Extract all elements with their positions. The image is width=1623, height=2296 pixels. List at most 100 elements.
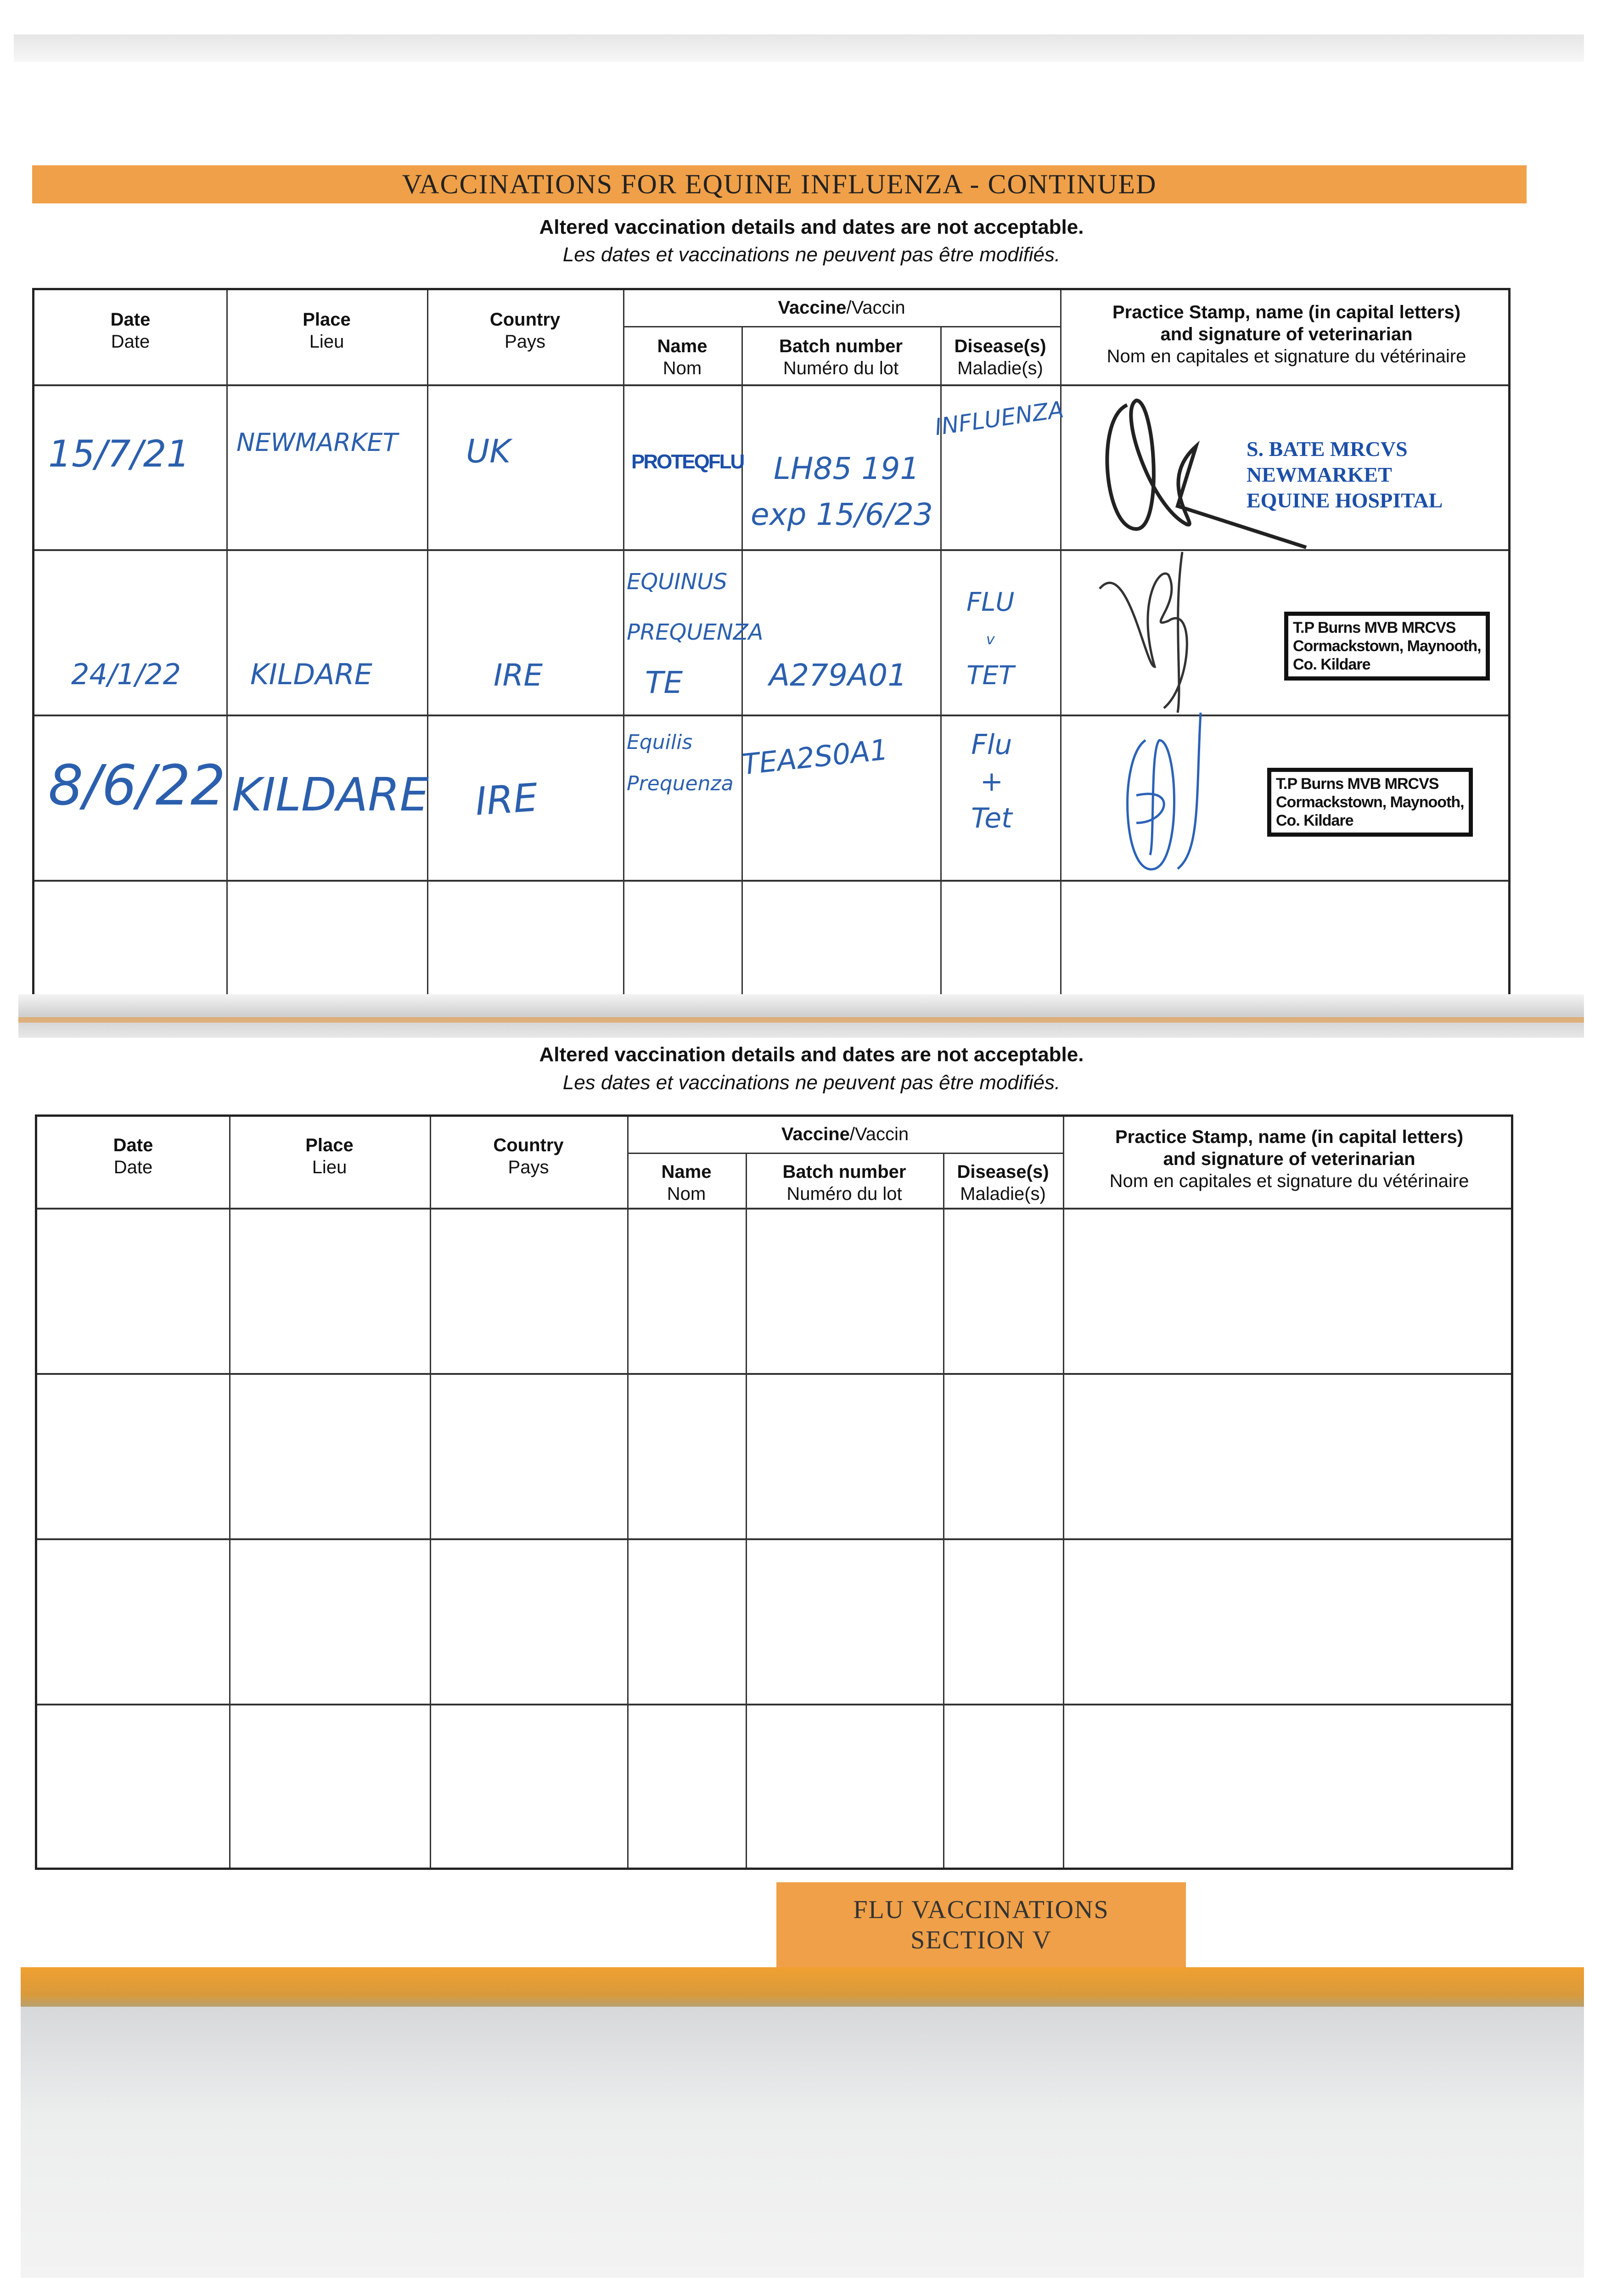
text-line: FLU xyxy=(966,587,1015,617)
text-line: Lieu xyxy=(309,332,344,352)
text-line: /Vaccin xyxy=(846,298,905,318)
entry-2-batch: A279A01 xyxy=(769,658,907,693)
text-line: Co. Kildare xyxy=(1276,812,1353,829)
header-disease: Disease(s) Maladie(s) xyxy=(943,1161,1063,1205)
entry-1-date: 15/7/21 xyxy=(48,433,190,475)
text-line: EQUINE HOSPITAL xyxy=(1247,489,1443,512)
vaccination-table-2: Date Date Place Lieu Country Pays Vaccine/V… xyxy=(35,1114,1513,1870)
header-name: Name Nom xyxy=(623,335,741,379)
header-stamp: Practice Stamp, name (in capital letters… xyxy=(1063,1126,1516,1192)
text-line: Date xyxy=(110,310,151,330)
header-batch: Batch number Numéro du lot xyxy=(741,335,940,379)
header-date: Date Date xyxy=(34,309,226,353)
text-line: /Vaccin xyxy=(849,1124,909,1144)
entry-2-disease: FLU v TET xyxy=(966,584,1014,694)
page-edge-orange xyxy=(21,1967,1584,2007)
text-line: Name xyxy=(657,336,708,356)
text-line: Country xyxy=(493,1135,564,1155)
section-banner: VACCINATIONS FOR EQUINE INFLUENZA - CONT… xyxy=(32,165,1527,203)
header-place: Place Lieu xyxy=(229,1134,430,1178)
header-disease: Disease(s) Maladie(s) xyxy=(940,335,1060,379)
text-line: Nom en capitales et signature du vétérin… xyxy=(1106,346,1466,366)
text-line: Vaccine xyxy=(781,1124,850,1144)
page-fold xyxy=(18,994,1584,1038)
header-batch: Batch number Numéro du lot xyxy=(746,1161,943,1205)
text-line: Prequenza xyxy=(627,772,734,795)
entry-1-name: PROTEQFLU xyxy=(631,450,745,473)
notice-fr: Les dates et vaccinations ne peuvent pas… xyxy=(562,243,1061,266)
text-line: TET xyxy=(966,661,1015,691)
header-country: Country Pays xyxy=(427,309,623,353)
text-line: Disease(s) xyxy=(954,336,1046,356)
text-line: Numéro du lot xyxy=(786,1184,902,1204)
header-stamp: Practice Stamp, name (in capital letters… xyxy=(1060,301,1513,367)
text-line: TE xyxy=(645,665,683,700)
entry-2-name: EQUINUS PREQUENZA TE xyxy=(627,557,764,708)
text-line: Nom en capitales et signature du vétérin… xyxy=(1109,1171,1469,1191)
entry-2-stamp: T.P Burns MVB MRCVS Cormackstown, Maynoot… xyxy=(1284,612,1490,681)
text-line: Batch number xyxy=(779,336,903,356)
text-line: NEWMARKET xyxy=(1247,463,1392,486)
header-vaccine: Vaccine/Vaccin xyxy=(623,297,1060,319)
entry-3-name: Equilis Prequenza xyxy=(627,722,734,805)
entry-2-country: IRE xyxy=(494,658,543,693)
entry-1-batch-expiry: exp 15/6/23 xyxy=(751,497,933,532)
entry-2-date: 24/1/22 xyxy=(71,658,181,691)
text-line: FLU VACCINATIONS xyxy=(853,1895,1109,1924)
entry-3-disease: Flu + Tet xyxy=(971,726,1012,837)
text-line: Place xyxy=(305,1135,354,1155)
signature-3 xyxy=(1126,712,1202,871)
text-line: Cormackstown, Maynooth, xyxy=(1276,793,1465,811)
entry-2-place: KILDARE xyxy=(250,658,372,691)
text-line: Pays xyxy=(505,332,545,352)
text-line: and signature of veterinarian xyxy=(1163,1149,1415,1169)
header-country: Country Pays xyxy=(430,1134,627,1178)
entry-1-country: UK xyxy=(466,433,511,470)
text-line: Batch number xyxy=(782,1162,906,1182)
section-tab: FLU VACCINATIONS SECTION V xyxy=(776,1882,1186,1967)
text-line: Flu xyxy=(971,729,1012,761)
text-line: Place xyxy=(303,310,351,330)
entry-3-place: KILDARE xyxy=(232,768,429,822)
text-line: Practice Stamp, name (in capital letters… xyxy=(1112,302,1461,322)
text-line: Vaccine xyxy=(778,298,847,318)
text-line: S. BATE MRCVS xyxy=(1247,437,1408,461)
entry-1-stamp: S. BATE MRCVS NEWMARKET EQUINE HOSPITAL xyxy=(1247,436,1443,513)
vaccination-table-1: Date Date Place Lieu Country Pays Vaccine/V… xyxy=(32,288,1511,1018)
entry-3-country: IRE xyxy=(473,775,539,824)
header-name: Name Nom xyxy=(627,1161,746,1205)
page-fold-banner-edge xyxy=(18,1017,1584,1023)
header-date: Date Date xyxy=(37,1134,229,1178)
text-line: v xyxy=(986,630,995,648)
text-line: PREQUENZA xyxy=(627,619,764,645)
text-line: Name xyxy=(661,1162,712,1182)
entry-1-place: NEWMARKET xyxy=(236,428,398,457)
entry-1-disease: INFLUENZA xyxy=(933,396,1066,441)
signature-1 xyxy=(1105,398,1307,549)
text-line: and signature of veterinarian xyxy=(1160,324,1413,344)
notice-fr-2: Les dates et vaccinations ne peuvent pas… xyxy=(562,1071,1061,1094)
text-line: T.P Burns MVB MRCVS xyxy=(1293,619,1456,636)
text-line: Co. Kildare xyxy=(1293,656,1370,673)
text-line: Disease(s) xyxy=(957,1162,1049,1182)
text-line: Lieu xyxy=(312,1157,347,1177)
scan-background xyxy=(21,2007,1584,2278)
text-line: Date xyxy=(113,1135,153,1155)
entry-3-date: 8/6/22 xyxy=(48,754,226,818)
notice-en: Altered vaccination details and dates ar… xyxy=(539,216,1084,238)
scan-edge xyxy=(14,34,1584,62)
header-place: Place Lieu xyxy=(226,309,427,353)
text-line: SECTION V xyxy=(910,1925,1052,1954)
text-line: Nom xyxy=(663,358,702,378)
text-line: Tet xyxy=(971,802,1012,834)
notice-en-2: Altered vaccination details and dates ar… xyxy=(539,1043,1084,1066)
text-line: Date xyxy=(113,1157,153,1177)
text-line: Country xyxy=(489,310,561,330)
text-line: Numéro du lot xyxy=(783,358,899,378)
text-line: Maladie(s) xyxy=(960,1184,1046,1204)
text-line: + xyxy=(980,765,1003,798)
entry-1-batch: LH85 191 xyxy=(774,451,920,486)
text-line: Maladie(s) xyxy=(957,358,1043,378)
signature-2 xyxy=(1099,551,1188,713)
text-line: Date xyxy=(111,332,150,352)
